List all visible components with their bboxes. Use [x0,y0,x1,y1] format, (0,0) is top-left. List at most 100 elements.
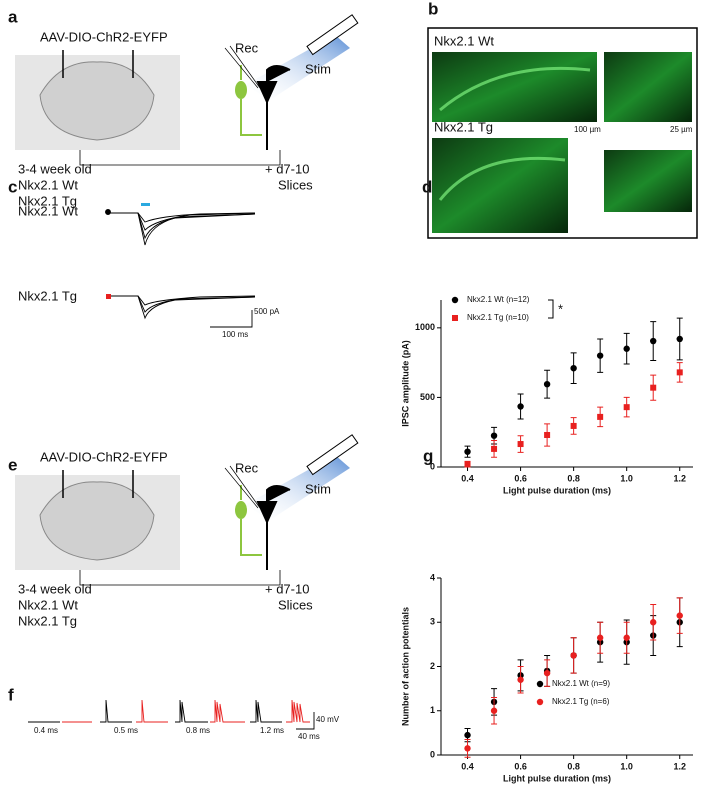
legend-label: Nkx2.1 Tg (n=6) [552,697,610,706]
x-tick-label: 1.2 [673,473,686,483]
y-tick-label: 3 [430,617,435,627]
fiber [306,14,359,56]
age: 3-4 week old [18,161,92,176]
x-tick-label: 0.6 [514,473,527,483]
marker [464,448,471,455]
marker [596,634,604,641]
y-tick-label: 2 [430,661,435,671]
days: + d7-10 [265,581,309,596]
wt: Nkx2.1 Wt [18,177,78,192]
scale-label: 40 ms [298,732,320,741]
panel-label: c [8,177,17,196]
marker [543,669,551,677]
scale-label: 100 ms [222,330,248,339]
rec: Rec [235,460,259,475]
marker [570,364,577,372]
panel-f-traces [28,699,315,730]
tg: Nkx2.1 Tg [18,613,77,628]
panel-label: f [8,685,14,704]
significance-bracket [548,299,554,319]
stim: Stim [305,61,331,76]
y-axis-label: IPSC amplitude (pA) [400,340,410,427]
panel-b-images [427,27,698,239]
axes [440,300,693,468]
age: 3-4 week old [18,581,92,596]
rec: Rec [235,40,259,55]
panel-label: a [8,7,18,26]
scale-label: 500 pA [254,307,280,316]
scale-label: 40 mV [316,715,340,724]
virus: AAV-DIO-ChR2-EYFP [40,29,168,44]
x-tick-label: 0.4 [461,761,474,771]
marker [650,619,657,626]
marker [464,461,471,468]
y-tick-label: 1 [430,705,435,715]
x-tick-label: 0.8 [567,473,580,483]
marker [597,413,604,420]
x-tick-label: 1.2 [673,761,686,771]
label: Nkx2.1 Wt [434,33,494,48]
bracket [79,570,281,586]
duration-label: 1.2 ms [260,726,284,735]
brain-outline [39,481,155,561]
wt: Nkx2.1 Wt [18,597,78,612]
marker [623,345,630,352]
marker [623,404,630,411]
marker [544,431,551,438]
x-axis-label: Light pulse duration (ms) [503,773,611,783]
interneuron [235,81,247,99]
pyramidal [256,485,291,570]
panel-label: g [423,446,433,465]
legend-label: Nkx2.1 Wt (n=12) [467,295,530,304]
x-tick-label: 0.6 [514,761,527,771]
marker [464,745,471,752]
label: Nkx2.1 Tg [434,119,493,134]
marker [490,432,498,439]
schematic [15,434,359,586]
marker [650,337,657,345]
duration-label: 0.5 ms [114,726,138,735]
marker [623,634,630,641]
label: Nkx2.1 Wt [18,203,78,218]
x-tick-label: 0.8 [567,761,580,771]
x-tick-label: 0.4 [461,473,474,483]
panel-label: b [428,0,438,18]
marker [570,652,577,659]
marker [491,445,498,452]
stim: Stim [305,481,331,496]
brain-outline [39,61,155,141]
injection [62,470,134,498]
pyramidal [256,65,291,150]
marker [676,369,683,376]
significance: * [558,301,563,316]
x-tick-label: 1.0 [620,761,633,771]
marker [543,380,551,388]
electrode [224,465,261,509]
days: + d7-10 [265,161,309,176]
slices: Slices [278,177,313,192]
fiber [306,434,359,476]
electrode [224,45,261,89]
schematic [15,14,359,166]
label: Nkx2.1 Tg [18,288,77,303]
slices: Slices [278,597,313,612]
marker [596,352,604,359]
duration-label: 0.8 ms [186,726,210,735]
panel-label: d [422,177,432,196]
legend-label: Nkx2.1 Wt (n=9) [552,679,610,688]
panel-label: e [8,455,17,474]
y-tick-label: 4 [430,572,435,582]
interneuron [235,501,247,519]
y-tick-label: 1000 [415,322,435,332]
marker [517,676,524,683]
y-tick-label: 0 [430,749,435,759]
marker [650,384,657,391]
x-axis-label: Light pulse duration (ms) [503,485,611,495]
bracket [79,150,281,166]
y-tick-label: 500 [420,392,435,402]
marker [517,441,524,448]
marker [676,612,683,619]
marker [464,731,471,739]
scale-label: 100 µm [574,125,601,134]
